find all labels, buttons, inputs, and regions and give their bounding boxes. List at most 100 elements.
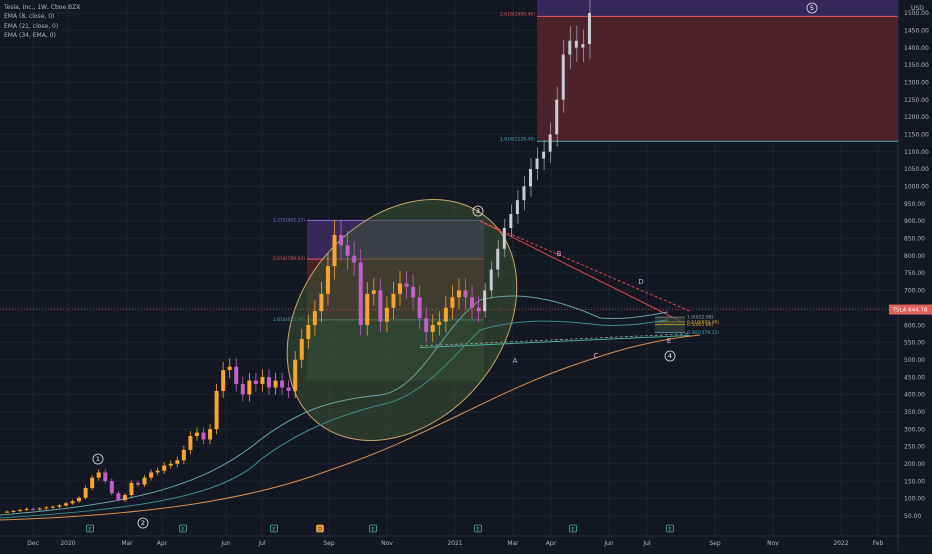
y-tick-label: 300.00 [904, 426, 925, 433]
candle [103, 469, 108, 484]
y-tick-label: 100.00 [904, 496, 925, 503]
candle-body [208, 429, 213, 440]
candle [201, 427, 206, 445]
x-tick-label: Jun [603, 540, 614, 547]
candle-body [522, 186, 526, 201]
fib-label-mid-bottom: 1.618(615.46) [273, 317, 305, 323]
event-marker-label: E [476, 527, 479, 533]
candle-body [122, 494, 127, 501]
y-tick-label: 800.00 [904, 253, 925, 260]
event-marker-label: D [318, 527, 322, 533]
y-tick-label: 850.00 [904, 236, 925, 243]
x-tick-label: Nov [767, 540, 779, 547]
x-tick-label: Sep [323, 540, 335, 547]
fib-label-upper-bottom: 1.618(1129.49) [500, 136, 535, 142]
candle-body [424, 318, 429, 332]
y-tick-label: 950.00 [904, 201, 925, 208]
candle-body [188, 436, 193, 450]
candle [181, 445, 186, 464]
legend-title: Tesla, Inc., 1W, Cboe BZX [4, 4, 81, 11]
wave-label: 5 [810, 4, 814, 12]
event-marker-label: E [272, 527, 275, 533]
candle-body [116, 493, 121, 501]
candle [129, 480, 134, 497]
candle-body [31, 508, 36, 510]
x-tick-label: 2020 [60, 540, 75, 547]
candle-body [398, 283, 402, 294]
x-tick-label: Sep [709, 540, 721, 547]
legend-ema21: EMA (21, close, 0) [4, 22, 59, 30]
candle-body [470, 297, 475, 308]
candle-projection [548, 122, 552, 164]
candle-body [162, 465, 167, 471]
event-marker-label: E [88, 527, 91, 533]
candle-body [587, 12, 591, 45]
candle [136, 480, 140, 488]
y-tick-label: 150.00 [904, 478, 925, 485]
candle-projection [496, 240, 500, 278]
candle [345, 230, 350, 270]
candle-body [430, 325, 435, 332]
candle-body [352, 255, 357, 263]
x-tick-label: Feb [873, 540, 884, 547]
y-tick-label: 1400.00 [904, 45, 929, 52]
candle [299, 329, 304, 369]
candle-body [109, 481, 114, 494]
candle-body [502, 227, 506, 249]
fib-label-upper-top: 2.618(1490.46) [500, 11, 535, 17]
candle-body [339, 234, 344, 246]
candle-body [299, 338, 304, 360]
candle-body [312, 311, 317, 326]
candle-body [221, 370, 226, 391]
candle [116, 491, 121, 502]
candle-projection [555, 86, 559, 147]
candle [371, 278, 376, 306]
candle-body [535, 158, 539, 169]
event-marker-label: E [181, 527, 184, 533]
candle-body [260, 377, 265, 385]
candle [194, 427, 199, 441]
candle [404, 270, 409, 300]
candle [417, 285, 422, 329]
candle-body [345, 245, 350, 256]
trendline-upper [479, 220, 681, 322]
event-marker [666, 524, 674, 533]
legend: Tesla, Inc., 1W, Cboe BZX EMA (8, close,… [4, 3, 80, 41]
candle [325, 252, 330, 306]
event-marker [270, 524, 278, 533]
candle [273, 372, 278, 395]
candle-body [90, 477, 95, 489]
wave-label-circle [92, 453, 104, 465]
wave-label-circle [806, 2, 818, 14]
y-tick-label: 350.00 [904, 409, 925, 416]
event-marker-label: E [371, 527, 374, 533]
candle-body [136, 482, 140, 485]
candle-body [227, 366, 232, 371]
candle-body [437, 321, 442, 326]
candle-projection [509, 204, 513, 238]
candle-body [542, 151, 546, 159]
candle-body [476, 307, 481, 312]
candle [18, 508, 23, 513]
candle-body [509, 214, 513, 228]
candle-body [142, 477, 147, 485]
candle [463, 278, 468, 310]
y-tick-label: 600.00 [904, 322, 925, 329]
candle-projection [574, 25, 578, 63]
wave-label-circle [137, 517, 149, 529]
candle [358, 249, 363, 336]
candle-body [443, 307, 448, 322]
candle [162, 462, 167, 474]
candle-body [247, 380, 252, 395]
candle-body [463, 290, 468, 298]
legend-ema34: EMA (34, EMA, 0) [4, 32, 56, 40]
x-tick-label: Nov [381, 540, 393, 547]
candle-body [214, 390, 219, 430]
candle [398, 270, 402, 306]
y-tick-label: 500.00 [904, 357, 925, 364]
candle [339, 219, 344, 260]
candle-body [306, 325, 311, 339]
candle-body [175, 460, 180, 464]
